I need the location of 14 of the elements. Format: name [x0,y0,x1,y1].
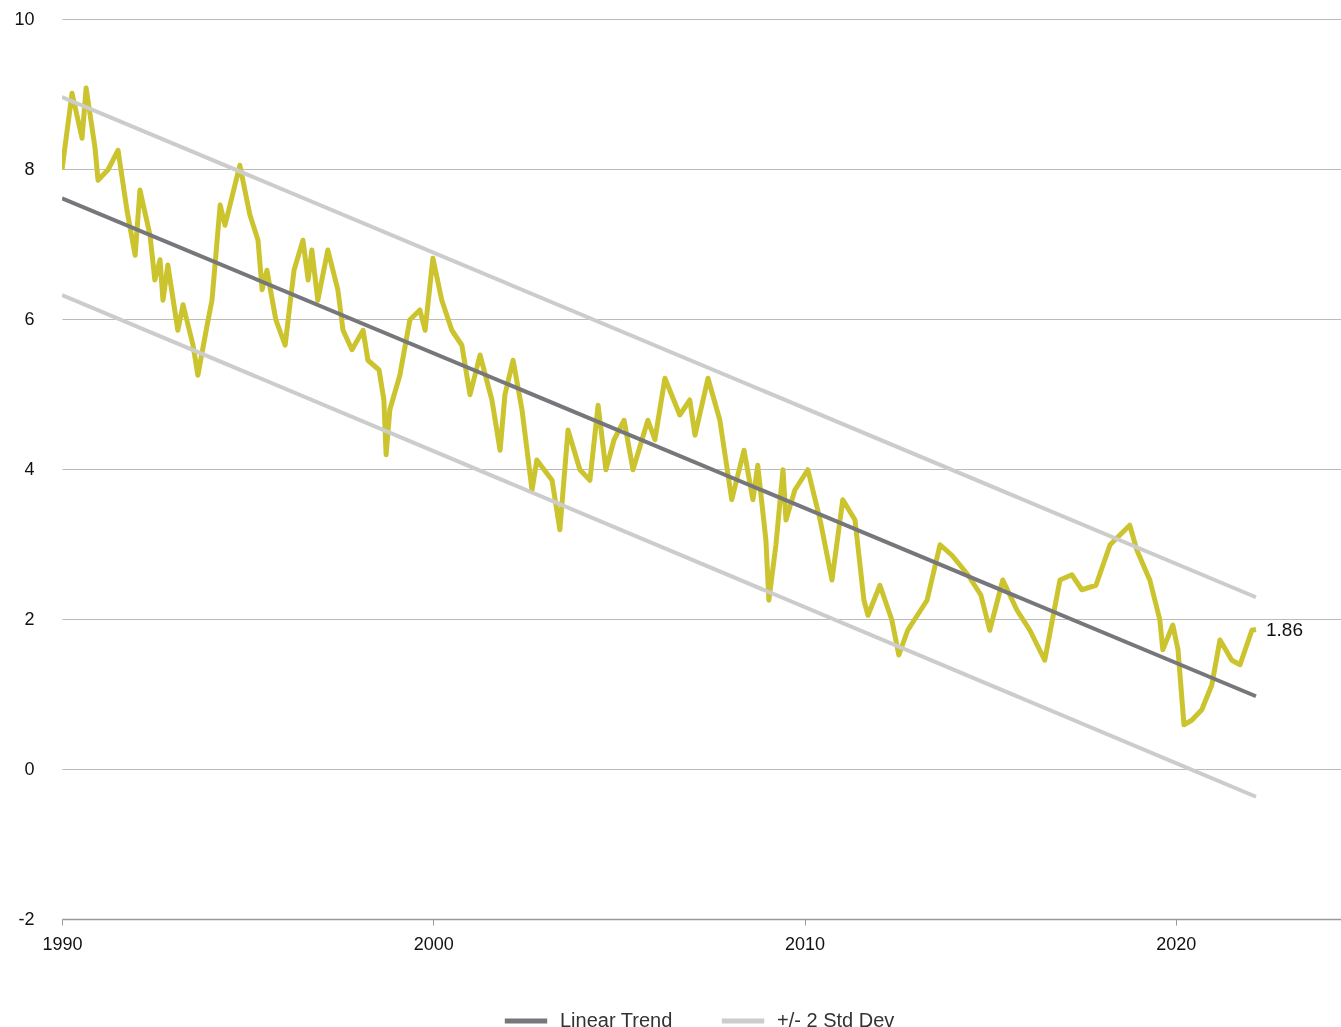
y-tick-label: 4 [24,458,35,479]
y-tick-label: 2 [24,608,35,629]
y-tick-label: 0 [24,758,35,779]
y-tick-label: 6 [24,308,35,329]
y-tick-label: 10 [14,8,35,29]
legend-label: +/- 2 Std Dev [777,1009,895,1027]
x-tick-label: 2020 [1156,933,1197,954]
x-tick-label: 1990 [42,933,83,954]
x-tick-label: 2010 [785,933,826,954]
annotation: 1.86 [1265,618,1303,640]
legend-label: Linear Trend [560,1009,673,1027]
y-tick-label: 8 [24,158,35,179]
y-tick-label: -2 [18,908,35,929]
x-tick-label: 2000 [413,933,454,954]
